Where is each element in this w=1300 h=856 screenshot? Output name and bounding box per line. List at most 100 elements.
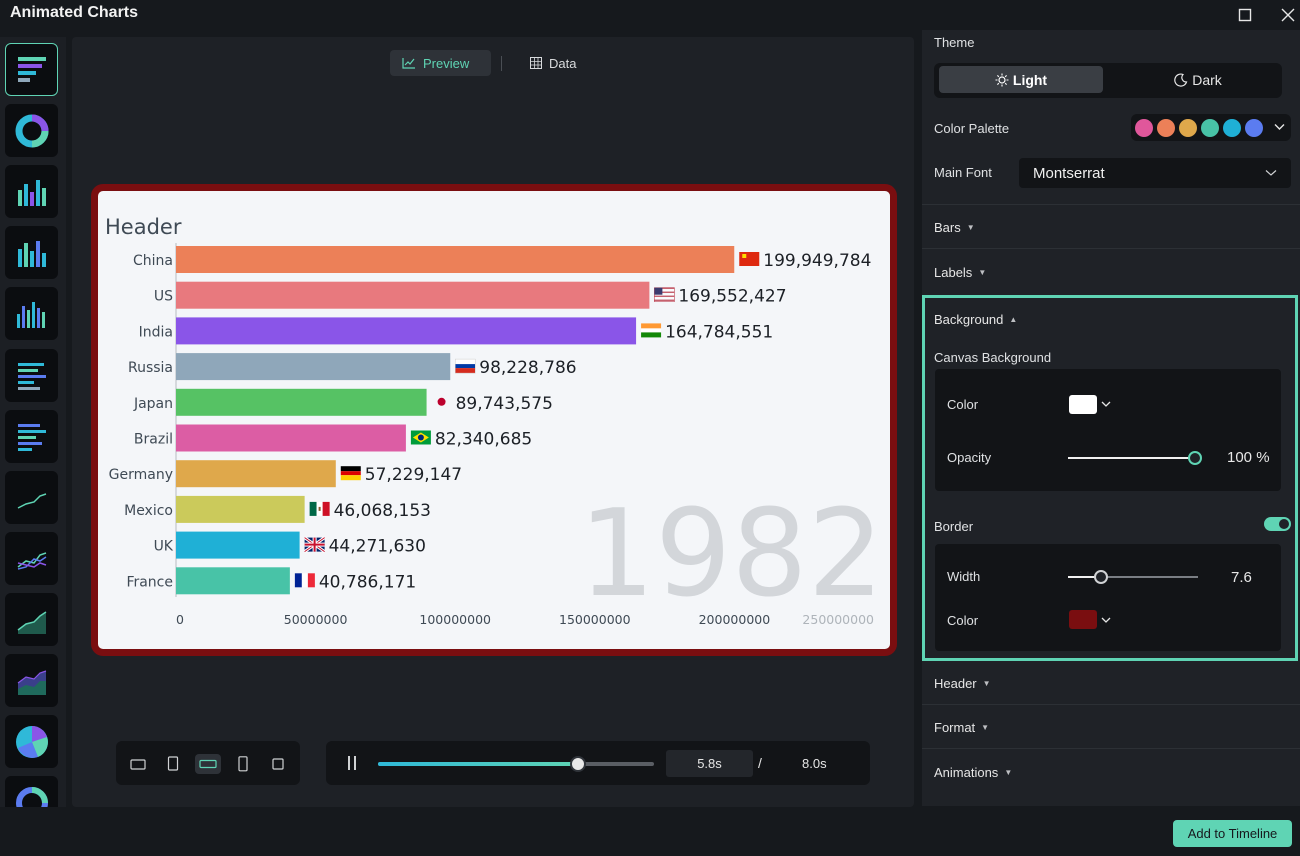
border-width-slider[interactable] <box>1068 570 1198 584</box>
value-label: 40,786,171 <box>319 572 416 592</box>
opacity-value: 100 % <box>1227 449 1270 466</box>
opacity-label: Opacity <box>947 450 992 465</box>
time-separator: / <box>758 755 762 771</box>
stacked-area-icon[interactable] <box>5 654 58 707</box>
header-section-label: Header <box>934 676 977 691</box>
current-time[interactable]: 5.8s <box>666 750 753 777</box>
caret-down-icon: ▼ <box>978 268 987 277</box>
landscape-ratio-icon[interactable] <box>125 754 151 774</box>
canvas-background-label: Canvas Background <box>934 350 1052 365</box>
donut-2-icon[interactable] <box>5 776 58 807</box>
column-chart-3-icon[interactable] <box>5 287 58 340</box>
animations-section[interactable]: Animations ▼ <box>934 765 1012 780</box>
bar <box>176 317 637 345</box>
sun-icon <box>995 73 1009 86</box>
widescreen-ratio-icon[interactable] <box>195 754 221 774</box>
main-font-select[interactable]: Montserrat <box>1019 158 1291 188</box>
table-icon <box>530 57 542 69</box>
border-color-swatch[interactable] <box>1069 610 1097 629</box>
border-width-slider-fill <box>1068 576 1101 578</box>
category-label: India <box>139 324 173 340</box>
settings-panel: Theme Light Dark Color Palette Main Font… <box>922 30 1300 806</box>
playback-handle[interactable] <box>570 756 587 772</box>
donut-icon[interactable] <box>5 104 58 157</box>
opacity-slider[interactable] <box>1068 451 1202 465</box>
pie-chart-icon[interactable] <box>5 715 58 768</box>
border-width-value: 7.6 <box>1231 569 1252 586</box>
multi-line-icon[interactable] <box>5 532 58 585</box>
pause-icon[interactable] <box>344 754 360 772</box>
tab-divider <box>501 56 502 71</box>
column-chart-icon[interactable] <box>5 165 58 218</box>
tab-data-label: Data <box>549 55 577 71</box>
format-section[interactable]: Format ▼ <box>934 720 989 735</box>
value-label: 89,743,575 <box>456 394 553 414</box>
chart-title: Header <box>105 215 182 239</box>
horizontal-bar-icon[interactable] <box>5 349 58 402</box>
theme-light-button[interactable]: Light <box>939 66 1103 93</box>
category-label: France <box>126 574 173 590</box>
category-label: Japan <box>133 396 173 412</box>
playback-scrubber[interactable] <box>378 756 654 772</box>
category-label: US <box>154 289 173 305</box>
header-section[interactable]: Header ▼ <box>934 676 991 691</box>
tab-preview[interactable]: Preview <box>390 50 491 76</box>
caret-down-icon: ▼ <box>982 679 991 688</box>
labels-section[interactable]: Labels ▼ <box>934 265 986 280</box>
background-section-header[interactable]: Background ▲ <box>934 312 1017 327</box>
flag-icon <box>437 397 446 406</box>
flag-icon <box>410 430 431 445</box>
palette-color-swatch <box>1157 119 1175 137</box>
x-tick-label: 150000000 <box>559 612 631 627</box>
theme-dark-label: Dark <box>1192 71 1222 88</box>
value-label: 57,229,147 <box>365 465 462 485</box>
bar <box>176 281 650 309</box>
divider <box>922 748 1300 749</box>
palette-color-swatch <box>1245 119 1263 137</box>
x-tick-label: 0 <box>176 612 184 627</box>
playback-progress <box>378 762 579 766</box>
caret-down-icon: ▼ <box>1004 768 1013 777</box>
close-icon[interactable] <box>1277 4 1299 26</box>
line-chart-icon <box>402 58 415 69</box>
bars-section-label: Bars <box>934 220 961 235</box>
title-bar: Animated Charts <box>0 0 1300 30</box>
border-toggle[interactable] <box>1264 517 1291 531</box>
opacity-slider-handle[interactable] <box>1188 451 1202 465</box>
add-to-timeline-button[interactable]: Add to Timeline <box>1173 820 1292 847</box>
value-label: 164,784,551 <box>665 322 773 342</box>
canvas-color-swatch[interactable] <box>1069 395 1097 414</box>
bar <box>176 388 427 416</box>
tab-data[interactable]: Data <box>518 50 588 76</box>
playback-bar: 5.8s / 8.0s <box>326 741 870 785</box>
square-ratio-icon[interactable] <box>265 754 291 774</box>
value-label: 98,228,786 <box>479 358 576 378</box>
chevron-down-icon <box>1101 401 1111 407</box>
chevron-down-icon <box>1274 124 1285 130</box>
caret-up-icon: ▲ <box>1009 315 1018 324</box>
maximize-icon[interactable] <box>1234 4 1256 26</box>
tall-ratio-icon[interactable] <box>230 754 256 774</box>
category-label: UK <box>154 539 174 555</box>
bar <box>176 567 290 595</box>
area-chart-icon[interactable] <box>5 593 58 646</box>
border-label: Border <box>934 519 974 534</box>
main-font-value: Montserrat <box>1033 165 1105 182</box>
bar-race-icon[interactable] <box>5 43 58 96</box>
column-chart-2-icon[interactable] <box>5 226 58 279</box>
border-group: Width 7.6 Color <box>935 544 1281 651</box>
category-label: Germany <box>109 467 173 483</box>
portrait-ratio-icon[interactable] <box>160 754 186 774</box>
x-tick-label: 100000000 <box>419 612 491 627</box>
bar <box>176 424 406 452</box>
horizontal-bar-2-icon[interactable] <box>5 410 58 463</box>
line-chart-icon[interactable] <box>5 471 58 524</box>
bars-section[interactable]: Bars ▼ <box>934 220 975 235</box>
opacity-slider-fill <box>1068 457 1195 459</box>
theme-dark-button[interactable]: Dark <box>1116 66 1280 93</box>
flag-icon <box>309 501 330 516</box>
palette-color-swatch <box>1223 119 1241 137</box>
border-width-slider-handle[interactable] <box>1094 570 1108 584</box>
color-palette-selector[interactable] <box>1131 114 1291 141</box>
category-label: Brazil <box>134 432 173 448</box>
